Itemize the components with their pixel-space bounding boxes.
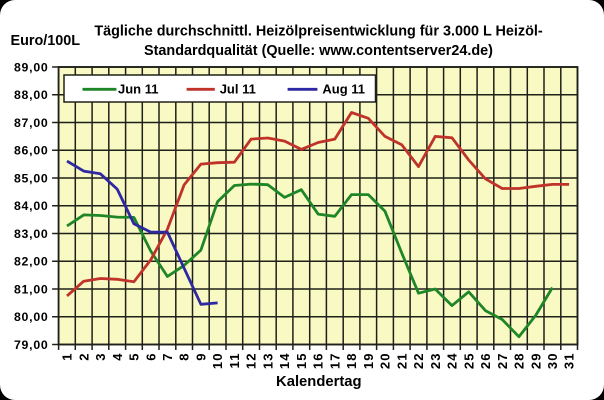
- svg-text:26: 26: [478, 352, 493, 369]
- svg-text:8: 8: [177, 352, 192, 360]
- svg-text:7: 7: [160, 352, 175, 360]
- svg-text:10: 10: [210, 352, 225, 369]
- svg-text:5: 5: [127, 352, 142, 360]
- svg-text:30: 30: [545, 352, 560, 369]
- svg-text:84,00: 84,00: [14, 199, 49, 213]
- svg-text:80,00: 80,00: [14, 310, 49, 324]
- svg-text:31: 31: [562, 352, 577, 369]
- svg-text:2: 2: [76, 352, 91, 360]
- svg-text:81,00: 81,00: [14, 282, 49, 296]
- svg-text:Euro/100L: Euro/100L: [11, 33, 81, 49]
- svg-text:14: 14: [277, 352, 292, 369]
- svg-text:4: 4: [110, 352, 125, 360]
- svg-text:16: 16: [311, 352, 326, 369]
- svg-text:Jun 11: Jun 11: [118, 82, 158, 97]
- svg-text:18: 18: [344, 352, 359, 369]
- svg-text:25: 25: [461, 352, 476, 369]
- svg-text:87,00: 87,00: [14, 116, 49, 130]
- svg-text:13: 13: [260, 352, 275, 369]
- svg-text:83,00: 83,00: [14, 227, 49, 241]
- svg-text:19: 19: [361, 352, 376, 369]
- svg-text:3: 3: [93, 352, 108, 360]
- svg-text:1: 1: [60, 352, 75, 360]
- svg-text:27: 27: [495, 352, 510, 369]
- svg-text:82,00: 82,00: [14, 255, 49, 269]
- svg-text:22: 22: [411, 352, 426, 369]
- svg-text:86,00: 86,00: [14, 144, 49, 158]
- svg-text:17: 17: [327, 352, 342, 369]
- svg-text:20: 20: [378, 352, 393, 369]
- svg-text:Standardqualität (Quelle: www.: Standardqualität (Quelle: www.contentser…: [144, 43, 493, 59]
- svg-text:89,00: 89,00: [14, 60, 49, 74]
- svg-text:85,00: 85,00: [14, 171, 49, 185]
- svg-text:24: 24: [445, 352, 460, 369]
- svg-text:29: 29: [528, 352, 543, 369]
- svg-text:21: 21: [394, 352, 409, 369]
- svg-text:11: 11: [227, 352, 242, 368]
- svg-text:Kalendertag: Kalendertag: [276, 374, 362, 390]
- svg-text:15: 15: [294, 352, 309, 369]
- svg-text:Jul 11: Jul 11: [220, 82, 256, 97]
- svg-text:88,00: 88,00: [14, 88, 49, 102]
- svg-text:9: 9: [194, 352, 209, 360]
- svg-text:28: 28: [512, 352, 527, 369]
- svg-text:79,00: 79,00: [14, 338, 49, 352]
- svg-text:12: 12: [244, 352, 259, 369]
- svg-text:Tägliche durchschnittl. Heizöl: Tägliche durchschnittl. Heizölpreisentwi…: [94, 24, 543, 40]
- svg-text:23: 23: [428, 352, 443, 369]
- svg-text:Aug 11: Aug 11: [322, 82, 365, 97]
- svg-text:6: 6: [143, 352, 158, 360]
